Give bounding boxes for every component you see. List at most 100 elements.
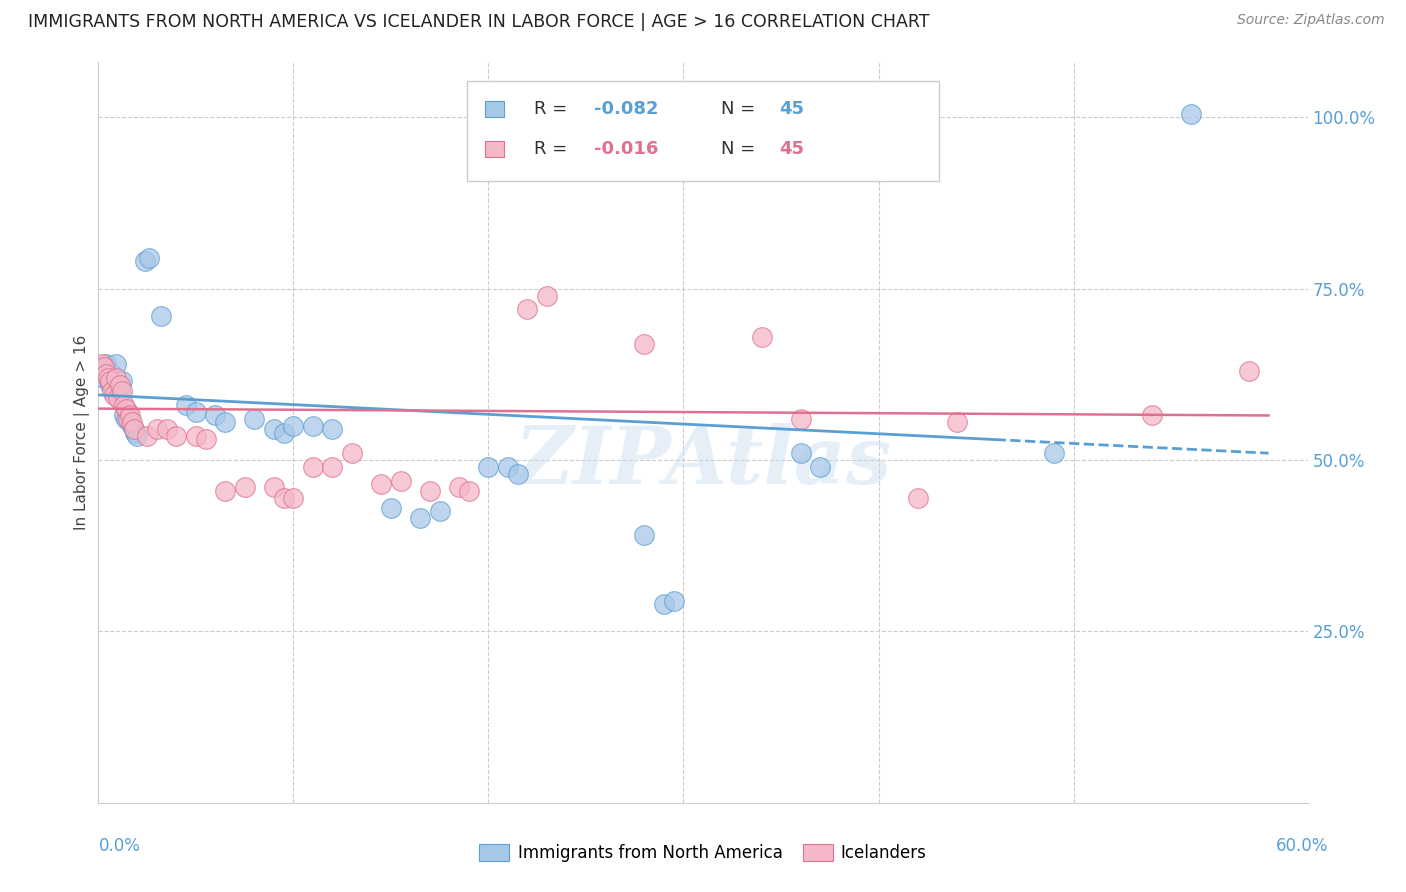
Point — [233, 480, 256, 494]
Point — [114, 401, 136, 416]
Point — [321, 459, 343, 474]
Point — [117, 412, 139, 426]
Point — [108, 377, 131, 392]
Point — [96, 357, 118, 371]
Point — [112, 409, 135, 423]
Text: 45: 45 — [779, 140, 804, 158]
Point — [121, 418, 143, 433]
Point — [101, 368, 124, 382]
Point — [165, 429, 187, 443]
Point — [380, 501, 402, 516]
Point — [370, 477, 392, 491]
Text: R =: R = — [534, 140, 572, 158]
Point — [108, 384, 131, 399]
Point — [340, 446, 363, 460]
Point — [1237, 364, 1260, 378]
Point — [146, 422, 169, 436]
Text: N =: N = — [721, 100, 761, 118]
Point — [103, 388, 125, 402]
Point — [122, 422, 145, 436]
Text: 60.0%: 60.0% — [1277, 837, 1329, 855]
Point — [111, 374, 134, 388]
Point — [808, 459, 831, 474]
Point — [122, 422, 145, 436]
Point — [633, 336, 655, 351]
Point — [107, 392, 129, 406]
Point — [117, 405, 139, 419]
Point — [118, 409, 141, 423]
Point — [789, 412, 811, 426]
Text: -0.082: -0.082 — [595, 100, 658, 118]
Point — [98, 374, 121, 388]
Point — [789, 446, 811, 460]
Text: 0.0%: 0.0% — [98, 837, 141, 855]
Point — [104, 357, 127, 371]
Point — [124, 425, 146, 440]
Point — [945, 415, 967, 429]
Point — [101, 384, 124, 399]
Point — [96, 368, 118, 382]
Point — [409, 511, 432, 525]
Point — [104, 371, 127, 385]
Point — [114, 412, 136, 426]
Point — [302, 418, 325, 433]
Point — [118, 415, 141, 429]
FancyBboxPatch shape — [485, 101, 503, 117]
Point — [174, 398, 197, 412]
Point — [204, 409, 226, 423]
Point — [91, 360, 114, 375]
Point — [652, 597, 675, 611]
Point — [273, 491, 295, 505]
Point — [214, 415, 236, 429]
Y-axis label: In Labor Force | Age > 16: In Labor Force | Age > 16 — [75, 335, 90, 530]
Point — [389, 474, 412, 488]
Point — [506, 467, 529, 481]
Point — [214, 483, 236, 498]
Point — [496, 459, 519, 474]
Text: IMMIGRANTS FROM NORTH AMERICA VS ICELANDER IN LABOR FORCE | AGE > 16 CORRELATION: IMMIGRANTS FROM NORTH AMERICA VS ICELAND… — [28, 13, 929, 31]
Point — [91, 357, 114, 371]
Point — [107, 392, 129, 406]
Point — [98, 377, 121, 392]
Legend: Immigrants from North America, Icelanders: Immigrants from North America, Icelander… — [472, 837, 934, 869]
Point — [263, 422, 285, 436]
Point — [194, 433, 217, 447]
Point — [103, 384, 125, 399]
Point — [751, 329, 773, 343]
Point — [149, 309, 172, 323]
Point — [184, 405, 207, 419]
Text: N =: N = — [721, 140, 761, 158]
Point — [112, 398, 135, 412]
Point — [633, 528, 655, 542]
Point — [429, 504, 451, 518]
Point — [93, 371, 115, 385]
Point — [263, 480, 285, 494]
Point — [516, 302, 538, 317]
Point — [458, 483, 481, 498]
Point — [302, 459, 325, 474]
Point — [907, 491, 929, 505]
Text: Source: ZipAtlas.com: Source: ZipAtlas.com — [1237, 13, 1385, 28]
FancyBboxPatch shape — [485, 141, 503, 157]
Point — [136, 429, 159, 443]
Point — [536, 288, 558, 302]
Point — [97, 371, 120, 385]
Point — [97, 364, 120, 378]
Point — [156, 422, 179, 436]
Text: -0.016: -0.016 — [595, 140, 658, 158]
Point — [273, 425, 295, 440]
Point — [419, 483, 441, 498]
Point — [138, 251, 160, 265]
Point — [184, 429, 207, 443]
FancyBboxPatch shape — [467, 81, 939, 181]
Text: R =: R = — [534, 100, 572, 118]
Point — [1140, 409, 1163, 423]
Point — [121, 415, 143, 429]
Point — [283, 418, 305, 433]
Point — [283, 491, 305, 505]
Text: ZIPAtlas: ZIPAtlas — [515, 424, 891, 501]
Point — [1043, 446, 1066, 460]
Point — [111, 384, 134, 399]
Text: 45: 45 — [779, 100, 804, 118]
Point — [127, 429, 149, 443]
